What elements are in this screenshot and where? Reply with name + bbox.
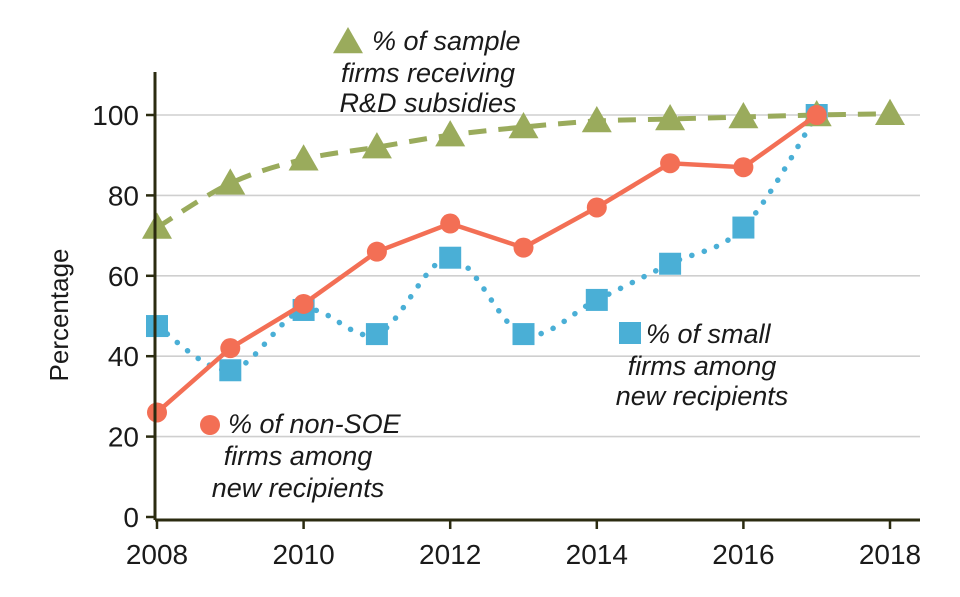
data-point-non_soe [733, 157, 754, 178]
legend-marker-non_soe [200, 415, 220, 435]
axes [146, 72, 920, 529]
legend-marker-small [619, 322, 641, 344]
data-point-subsidies [728, 102, 759, 129]
x-tick-label: 2010 [272, 539, 334, 570]
series-line-small [154, 112, 820, 374]
y-tick-label: 0 [123, 502, 139, 533]
data-point-small [439, 246, 462, 269]
x-tick-label: 2014 [566, 539, 628, 570]
data-point-subsidies [288, 144, 319, 171]
series-subsidies [142, 98, 905, 239]
data-point-non_soe [147, 402, 167, 423]
legend-label-small: new recipients [616, 381, 789, 411]
series-line-subsidies [155, 111, 891, 230]
data-point-non_soe [440, 213, 461, 234]
tick-labels: 0 20 40 60 80 100 2008 2010 2012 2014 2016 2018 [92, 100, 921, 570]
y-tick-label: 20 [108, 422, 139, 453]
data-point-non_soe [220, 338, 241, 359]
x-tick-label: 2008 [126, 539, 188, 570]
y-tick-label: 60 [108, 261, 139, 292]
data-point-subsidies [508, 112, 539, 139]
data-point-small [219, 359, 242, 382]
legend-label-subsidies: R&D subsidies [339, 88, 516, 118]
legend-label-non_soe: % of non-SOE [228, 409, 402, 439]
data-point-non_soe [806, 105, 827, 125]
gridlines [155, 114, 920, 438]
series-line-non_soe [155, 113, 819, 415]
data-point-subsidies [581, 106, 612, 133]
data-point-subsidies [655, 104, 686, 131]
x-tick-label: 2018 [859, 539, 921, 570]
legend-label-subsidies: firms receiving [341, 58, 515, 88]
legend-label-non_soe: firms among [224, 441, 373, 471]
data-point-small [659, 252, 682, 275]
data-point-subsidies [361, 132, 392, 159]
data-point-small [732, 216, 755, 239]
series-non_soe [147, 105, 827, 423]
legend-label-subsidies: % of sample [372, 26, 521, 56]
data-point-subsidies [875, 98, 905, 126]
legend-label-non_soe: new recipients [212, 473, 385, 503]
data-point-small [512, 323, 535, 346]
legend-label-small: % of small [646, 319, 772, 349]
data-point-non_soe [366, 241, 387, 262]
x-tick-label: 2012 [419, 539, 481, 570]
y-axis-title: Percentage [44, 249, 74, 382]
data-point-non_soe [586, 197, 607, 218]
y-tick-label: 100 [92, 100, 139, 131]
series-layer [142, 98, 905, 423]
data-point-non_soe [513, 237, 534, 258]
y-tick-label: 40 [108, 341, 139, 372]
data-point-subsidies [142, 212, 172, 239]
x-tick-label: 2016 [712, 539, 774, 570]
data-point-small [585, 288, 608, 311]
legend-label-small: firms among [628, 351, 777, 381]
data-point-subsidies [435, 120, 466, 147]
y-tick-label: 80 [108, 180, 139, 211]
data-point-small [146, 315, 168, 338]
legend-marker-subsidies [333, 27, 363, 54]
data-point-non_soe [660, 153, 681, 174]
data-point-non_soe [293, 293, 314, 314]
data-point-subsidies [215, 168, 246, 195]
data-point-small [365, 323, 388, 346]
